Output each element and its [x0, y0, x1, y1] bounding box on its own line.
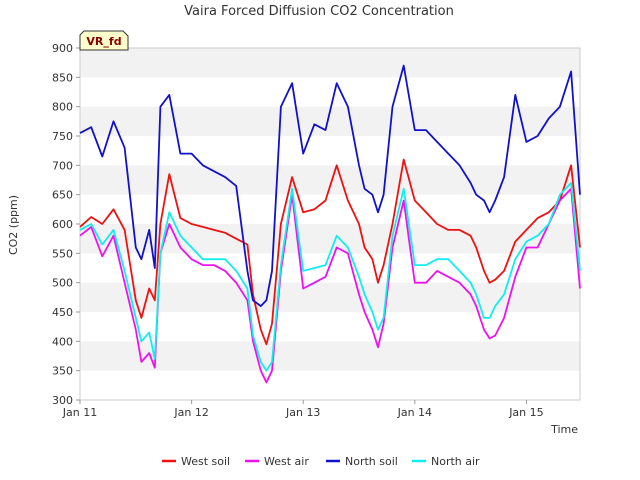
legend-label: North soil	[345, 455, 398, 468]
site-badge: VR_fd	[79, 30, 129, 51]
grid-band	[80, 194, 580, 224]
series-line-north-soil	[79, 64, 581, 307]
y-tick-label: 550	[52, 247, 73, 260]
grid-band	[80, 341, 580, 371]
series-line-north-air	[79, 182, 581, 372]
y-tick-label: 300	[52, 394, 73, 407]
y-tick-label: 350	[52, 365, 73, 378]
grid-band	[80, 370, 580, 400]
x-tick-label: Jan 13	[285, 406, 320, 419]
chart-title: Vaira Forced Diffusion CO2 Concentration	[184, 4, 454, 19]
series-lines	[79, 64, 581, 384]
legend-label: North air	[431, 455, 480, 468]
y-tick-label: 650	[52, 189, 73, 202]
x-axis-label: Time	[550, 423, 578, 436]
y-tick-label: 900	[52, 42, 73, 55]
y-tick-label: 700	[52, 159, 73, 172]
y-tick-label: 400	[52, 335, 73, 348]
y-tick-label: 750	[52, 130, 73, 143]
site-badge-box	[79, 30, 129, 51]
x-tick-label: Jan 11	[62, 406, 97, 419]
y-tick-label: 500	[52, 277, 73, 290]
grid-band	[80, 77, 580, 107]
site-badge-label: VR_fd	[86, 35, 121, 48]
grid-band	[80, 312, 580, 342]
y-tick-label: 800	[52, 101, 73, 114]
grid-band	[80, 165, 580, 195]
y-tick-label: 850	[52, 71, 73, 84]
grid-bands	[80, 48, 580, 400]
y-axis: 300 350 400 450 500 550 600 650 700 750 800 850 900	[52, 42, 80, 407]
x-tick-label: Jan 14	[397, 406, 432, 419]
grid-band	[80, 48, 580, 78]
y-tick-label: 450	[52, 306, 73, 319]
y-axis-label: CO2 (ppm)	[7, 195, 20, 255]
series-line-west-soil	[79, 158, 581, 346]
grid-band	[80, 136, 580, 166]
x-axis: Jan 11 Jan 12 Jan 13 Jan 14 Jan 15	[62, 400, 544, 419]
legend-label: West soil	[181, 455, 230, 468]
x-tick-label: Jan 12	[173, 406, 208, 419]
y-tick-label: 600	[52, 218, 73, 231]
x-tick-label: Jan 15	[508, 406, 543, 419]
grid-band	[80, 282, 580, 312]
legend: West soil West air North soil North air	[162, 455, 480, 468]
legend-label: West air	[264, 455, 309, 468]
